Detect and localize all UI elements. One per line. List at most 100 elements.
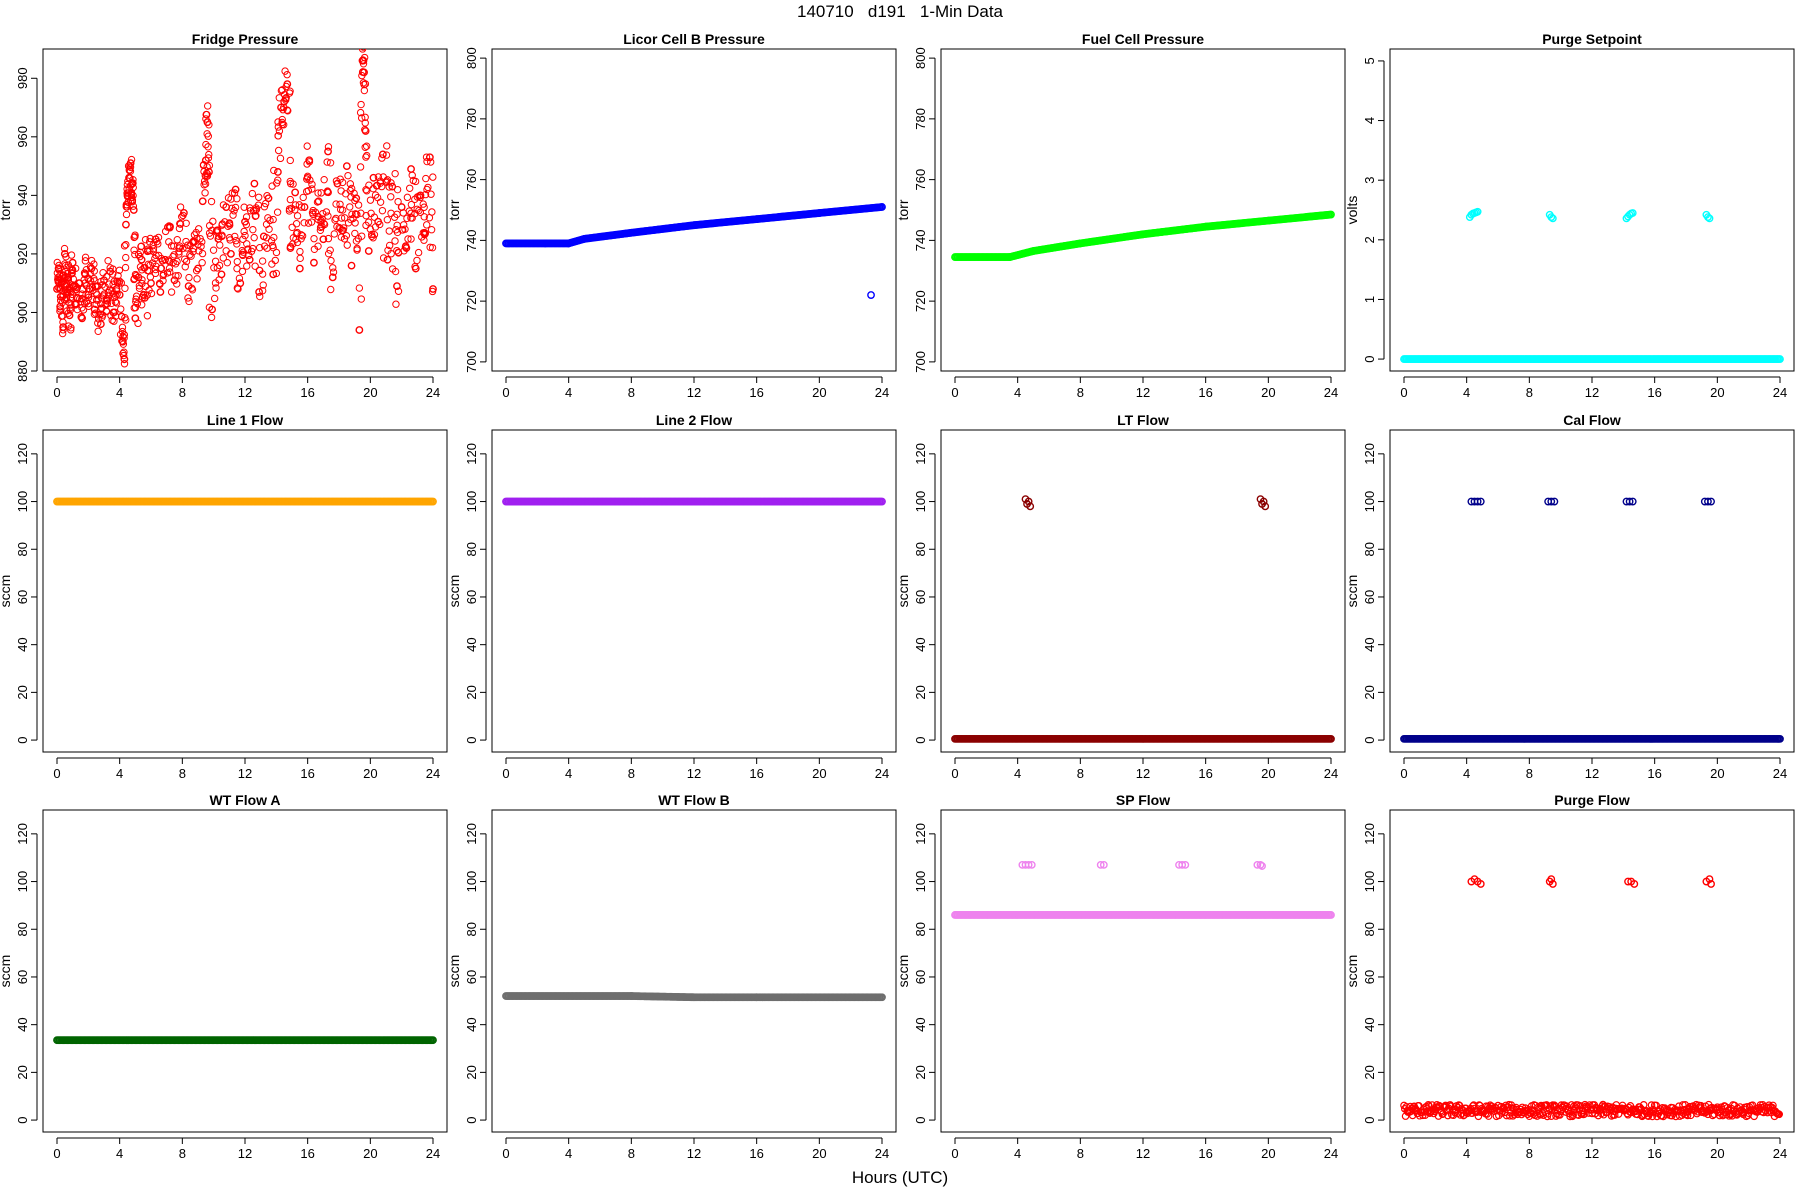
- data-point: [189, 248, 197, 256]
- data-point: [240, 203, 248, 211]
- data-point: [120, 360, 129, 368]
- data-point: [408, 214, 416, 222]
- data-point: [378, 150, 387, 159]
- data-point: [67, 288, 76, 296]
- data-point: [274, 146, 283, 155]
- data-point: [167, 242, 176, 250]
- y-tick-label: 0: [15, 736, 30, 743]
- data-point: [1679, 1101, 1687, 1109]
- data-point: [404, 235, 412, 243]
- data-point: [423, 221, 431, 229]
- data-point: [113, 277, 121, 285]
- data-point: [426, 158, 435, 166]
- data-point: [320, 175, 328, 184]
- data-point: [171, 260, 180, 268]
- data-point: [413, 256, 421, 265]
- y-tick-label: 700: [464, 351, 479, 373]
- data-point: [64, 276, 73, 284]
- y-tick-label: 60: [913, 970, 928, 984]
- data-point: [311, 208, 320, 217]
- y-tick-label: 760: [464, 169, 479, 191]
- data-point: [184, 282, 193, 291]
- y-tick-label: 1: [1362, 296, 1377, 303]
- data-point: [78, 314, 86, 323]
- panel-title: Fuel Cell Pressure: [1082, 31, 1204, 47]
- y-axis-label: sccm: [0, 575, 13, 608]
- data-point: [250, 233, 258, 242]
- y-tick-label: 60: [464, 970, 479, 984]
- y-tick-label: 80: [15, 542, 30, 556]
- y-tick-label: 120: [913, 443, 928, 465]
- data-point: [324, 147, 332, 156]
- x-tick-label: 24: [426, 385, 440, 400]
- data-point: [376, 198, 385, 206]
- data-point: [223, 258, 232, 267]
- x-tick-label: 8: [1526, 1146, 1533, 1161]
- y-tick-label: 780: [464, 108, 479, 130]
- data-point: [1408, 1111, 1417, 1120]
- x-tick-label: 24: [875, 766, 889, 781]
- data-point: [115, 290, 124, 299]
- x-tick-label: 20: [1710, 1146, 1724, 1161]
- data-point: [255, 243, 264, 252]
- x-tick-label: 0: [951, 1146, 958, 1161]
- data-point: [358, 49, 367, 53]
- data-point: [204, 132, 212, 140]
- data-point: [291, 188, 300, 197]
- data-point: [201, 180, 210, 188]
- data-point: [1617, 1104, 1626, 1113]
- data-point: [328, 273, 337, 282]
- data-point: [429, 173, 437, 181]
- data-point: [371, 191, 380, 199]
- x-tick-label: 12: [1585, 1146, 1599, 1161]
- y-tick-label: 0: [913, 1116, 928, 1123]
- data-point: [259, 232, 268, 241]
- x-tick-label: 12: [1136, 766, 1150, 781]
- data-point: [120, 355, 129, 364]
- data-point: [241, 231, 249, 240]
- marks: [502, 497, 886, 506]
- data-point: [387, 250, 395, 258]
- marks: [951, 210, 1335, 261]
- y-tick-label: 960: [15, 126, 30, 148]
- data-point: [273, 208, 282, 216]
- data-point: [128, 179, 137, 188]
- y-tick-label: 980: [15, 67, 30, 89]
- data-point: [383, 142, 391, 150]
- data-point: [100, 276, 108, 285]
- data-point: [84, 299, 93, 308]
- data-point: [103, 300, 112, 308]
- data-point: [297, 203, 306, 211]
- data-point: [136, 248, 144, 257]
- x-tick-label: 0: [1400, 766, 1407, 781]
- data-point: [296, 254, 304, 263]
- data-point: [141, 235, 150, 244]
- data-point: [225, 219, 234, 227]
- data-point: [59, 326, 67, 334]
- y-tick-label: 80: [1362, 922, 1377, 936]
- data-point: [117, 305, 125, 313]
- data-point: [1261, 502, 1270, 511]
- data-point: [425, 153, 434, 162]
- data-point: [121, 284, 129, 292]
- data-point: [203, 172, 212, 180]
- data-point: [306, 176, 314, 184]
- x-axis-title: Hours (UTC): [851, 1168, 949, 1187]
- data-point: [1776, 355, 1784, 363]
- data-point: [358, 56, 367, 65]
- data-point: [362, 142, 371, 150]
- data-point: [235, 274, 244, 283]
- data-point: [59, 318, 67, 326]
- y-tick-label: 100: [15, 491, 30, 513]
- x-tick-label: 16: [1198, 385, 1212, 400]
- x-tick-label: 24: [1324, 385, 1338, 400]
- data-point: [297, 235, 305, 243]
- y-tick-label: 60: [1362, 590, 1377, 604]
- data-point: [421, 229, 430, 238]
- data-point: [403, 193, 412, 202]
- data-point: [112, 285, 121, 293]
- x-tick-label: 24: [1324, 766, 1338, 781]
- x-tick-label: 4: [1463, 1146, 1470, 1161]
- data-point: [1585, 1101, 1594, 1109]
- data-point: [225, 234, 234, 242]
